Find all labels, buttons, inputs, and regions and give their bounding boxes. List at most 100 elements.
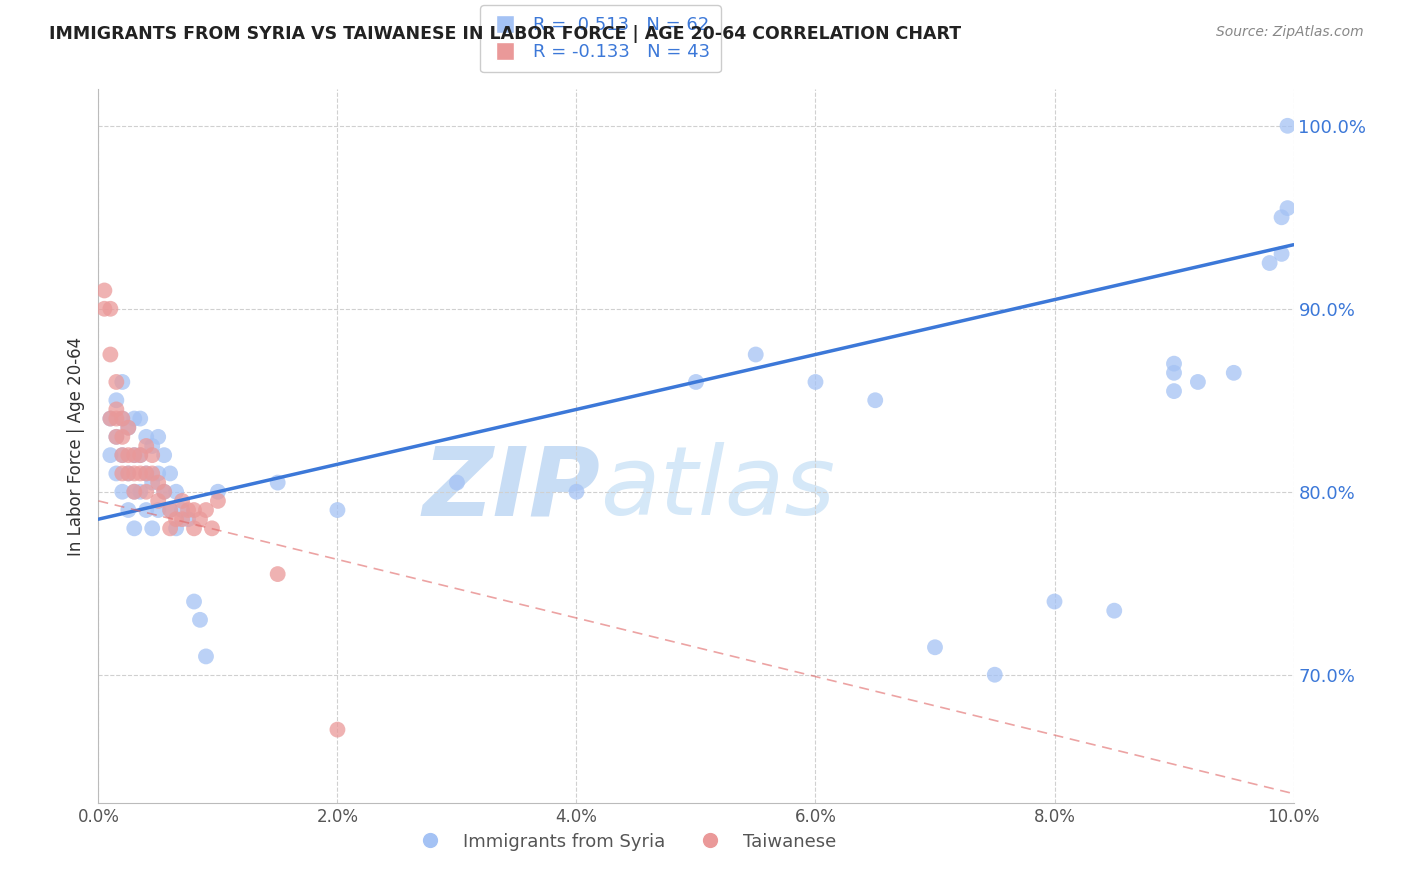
Point [111, 411, 134, 425]
Point [153, 484, 176, 499]
Point [105, 467, 128, 481]
Point [148, 503, 170, 517]
Point [135, 430, 157, 444]
Point [924, 640, 946, 655]
Point [111, 448, 134, 462]
Text: IMMIGRANTS FROM SYRIA VS TAIWANESE IN LABOR FORCE | AGE 20-64 CORRELATION CHART: IMMIGRANTS FROM SYRIA VS TAIWANESE IN LA… [49, 25, 962, 43]
Point [98, 411, 122, 425]
Point [1258, 256, 1281, 270]
Point [111, 411, 134, 425]
Point [141, 475, 163, 490]
Point [172, 494, 194, 508]
Point [105, 430, 128, 444]
Point [117, 503, 139, 517]
Point [1163, 357, 1185, 371]
Point [159, 503, 181, 517]
Point [124, 484, 146, 499]
Point [141, 439, 163, 453]
Point [129, 448, 152, 462]
Point [1277, 119, 1299, 133]
Point [326, 503, 349, 517]
Point [267, 567, 290, 582]
Point [141, 448, 163, 462]
Point [188, 613, 211, 627]
Point [124, 484, 146, 499]
Point [804, 375, 827, 389]
Point [165, 512, 187, 526]
Point [105, 411, 128, 425]
Text: atlas: atlas [600, 442, 835, 535]
Point [745, 347, 768, 361]
Point [135, 503, 157, 517]
Point [446, 475, 468, 490]
Point [117, 420, 139, 434]
Point [165, 484, 187, 499]
Point [98, 411, 122, 425]
Point [117, 448, 139, 462]
Point [117, 467, 139, 481]
Point [267, 475, 290, 490]
Point [177, 512, 200, 526]
Point [129, 411, 152, 425]
Point [124, 411, 146, 425]
Point [148, 467, 170, 481]
Point [188, 512, 211, 526]
Point [124, 448, 146, 462]
Point [135, 467, 157, 481]
Point [148, 494, 170, 508]
Point [111, 375, 134, 389]
Point [165, 521, 187, 535]
Point [124, 448, 146, 462]
Point [141, 467, 163, 481]
Point [865, 393, 887, 408]
Point [93, 284, 115, 298]
Point [98, 448, 122, 462]
Point [153, 484, 176, 499]
Legend: Immigrants from Syria, Taiwanese: Immigrants from Syria, Taiwanese [405, 826, 844, 858]
Point [1104, 604, 1126, 618]
Point [129, 448, 152, 462]
Point [1187, 375, 1209, 389]
Point [148, 430, 170, 444]
Point [201, 521, 224, 535]
Point [111, 430, 134, 444]
Point [111, 467, 134, 481]
Point [1223, 366, 1246, 380]
Point [1277, 201, 1299, 215]
Point [98, 301, 122, 316]
Point [124, 467, 146, 481]
Text: Source: ZipAtlas.com: Source: ZipAtlas.com [1216, 25, 1364, 39]
Point [148, 475, 170, 490]
Point [172, 512, 194, 526]
Y-axis label: In Labor Force | Age 20-64: In Labor Force | Age 20-64 [66, 336, 84, 556]
Point [105, 430, 128, 444]
Point [172, 503, 194, 517]
Point [111, 484, 134, 499]
Point [183, 503, 205, 517]
Point [105, 393, 128, 408]
Point [195, 503, 218, 517]
Point [135, 439, 157, 453]
Point [153, 448, 176, 462]
Point [685, 375, 707, 389]
Point [93, 301, 115, 316]
Point [183, 594, 205, 608]
Point [1163, 366, 1185, 380]
Point [207, 494, 229, 508]
Text: ZIP: ZIP [422, 442, 600, 535]
Point [117, 467, 139, 481]
Point [129, 467, 152, 481]
Point [117, 420, 139, 434]
Point [141, 521, 163, 535]
Point [135, 484, 157, 499]
Point [326, 723, 349, 737]
Point [159, 521, 181, 535]
Point [159, 503, 181, 517]
Point [1271, 211, 1294, 225]
Point [105, 375, 128, 389]
Point [1043, 594, 1066, 608]
Point [183, 521, 205, 535]
Point [177, 503, 200, 517]
Point [111, 448, 134, 462]
Point [195, 649, 218, 664]
